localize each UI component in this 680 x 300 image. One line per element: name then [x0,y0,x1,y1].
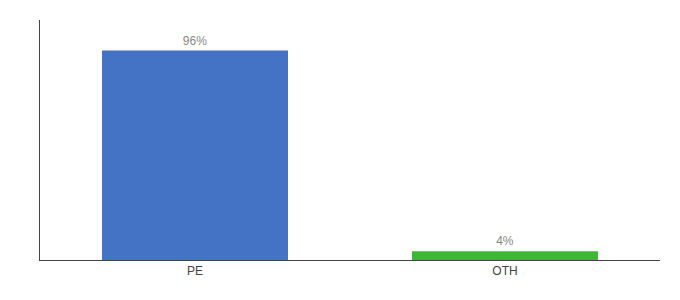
svg-text:96%: 96% [183,34,207,48]
svg-text:PE: PE [187,264,203,278]
svg-text:4%: 4% [496,234,514,248]
svg-text:OTH: OTH [492,264,517,278]
